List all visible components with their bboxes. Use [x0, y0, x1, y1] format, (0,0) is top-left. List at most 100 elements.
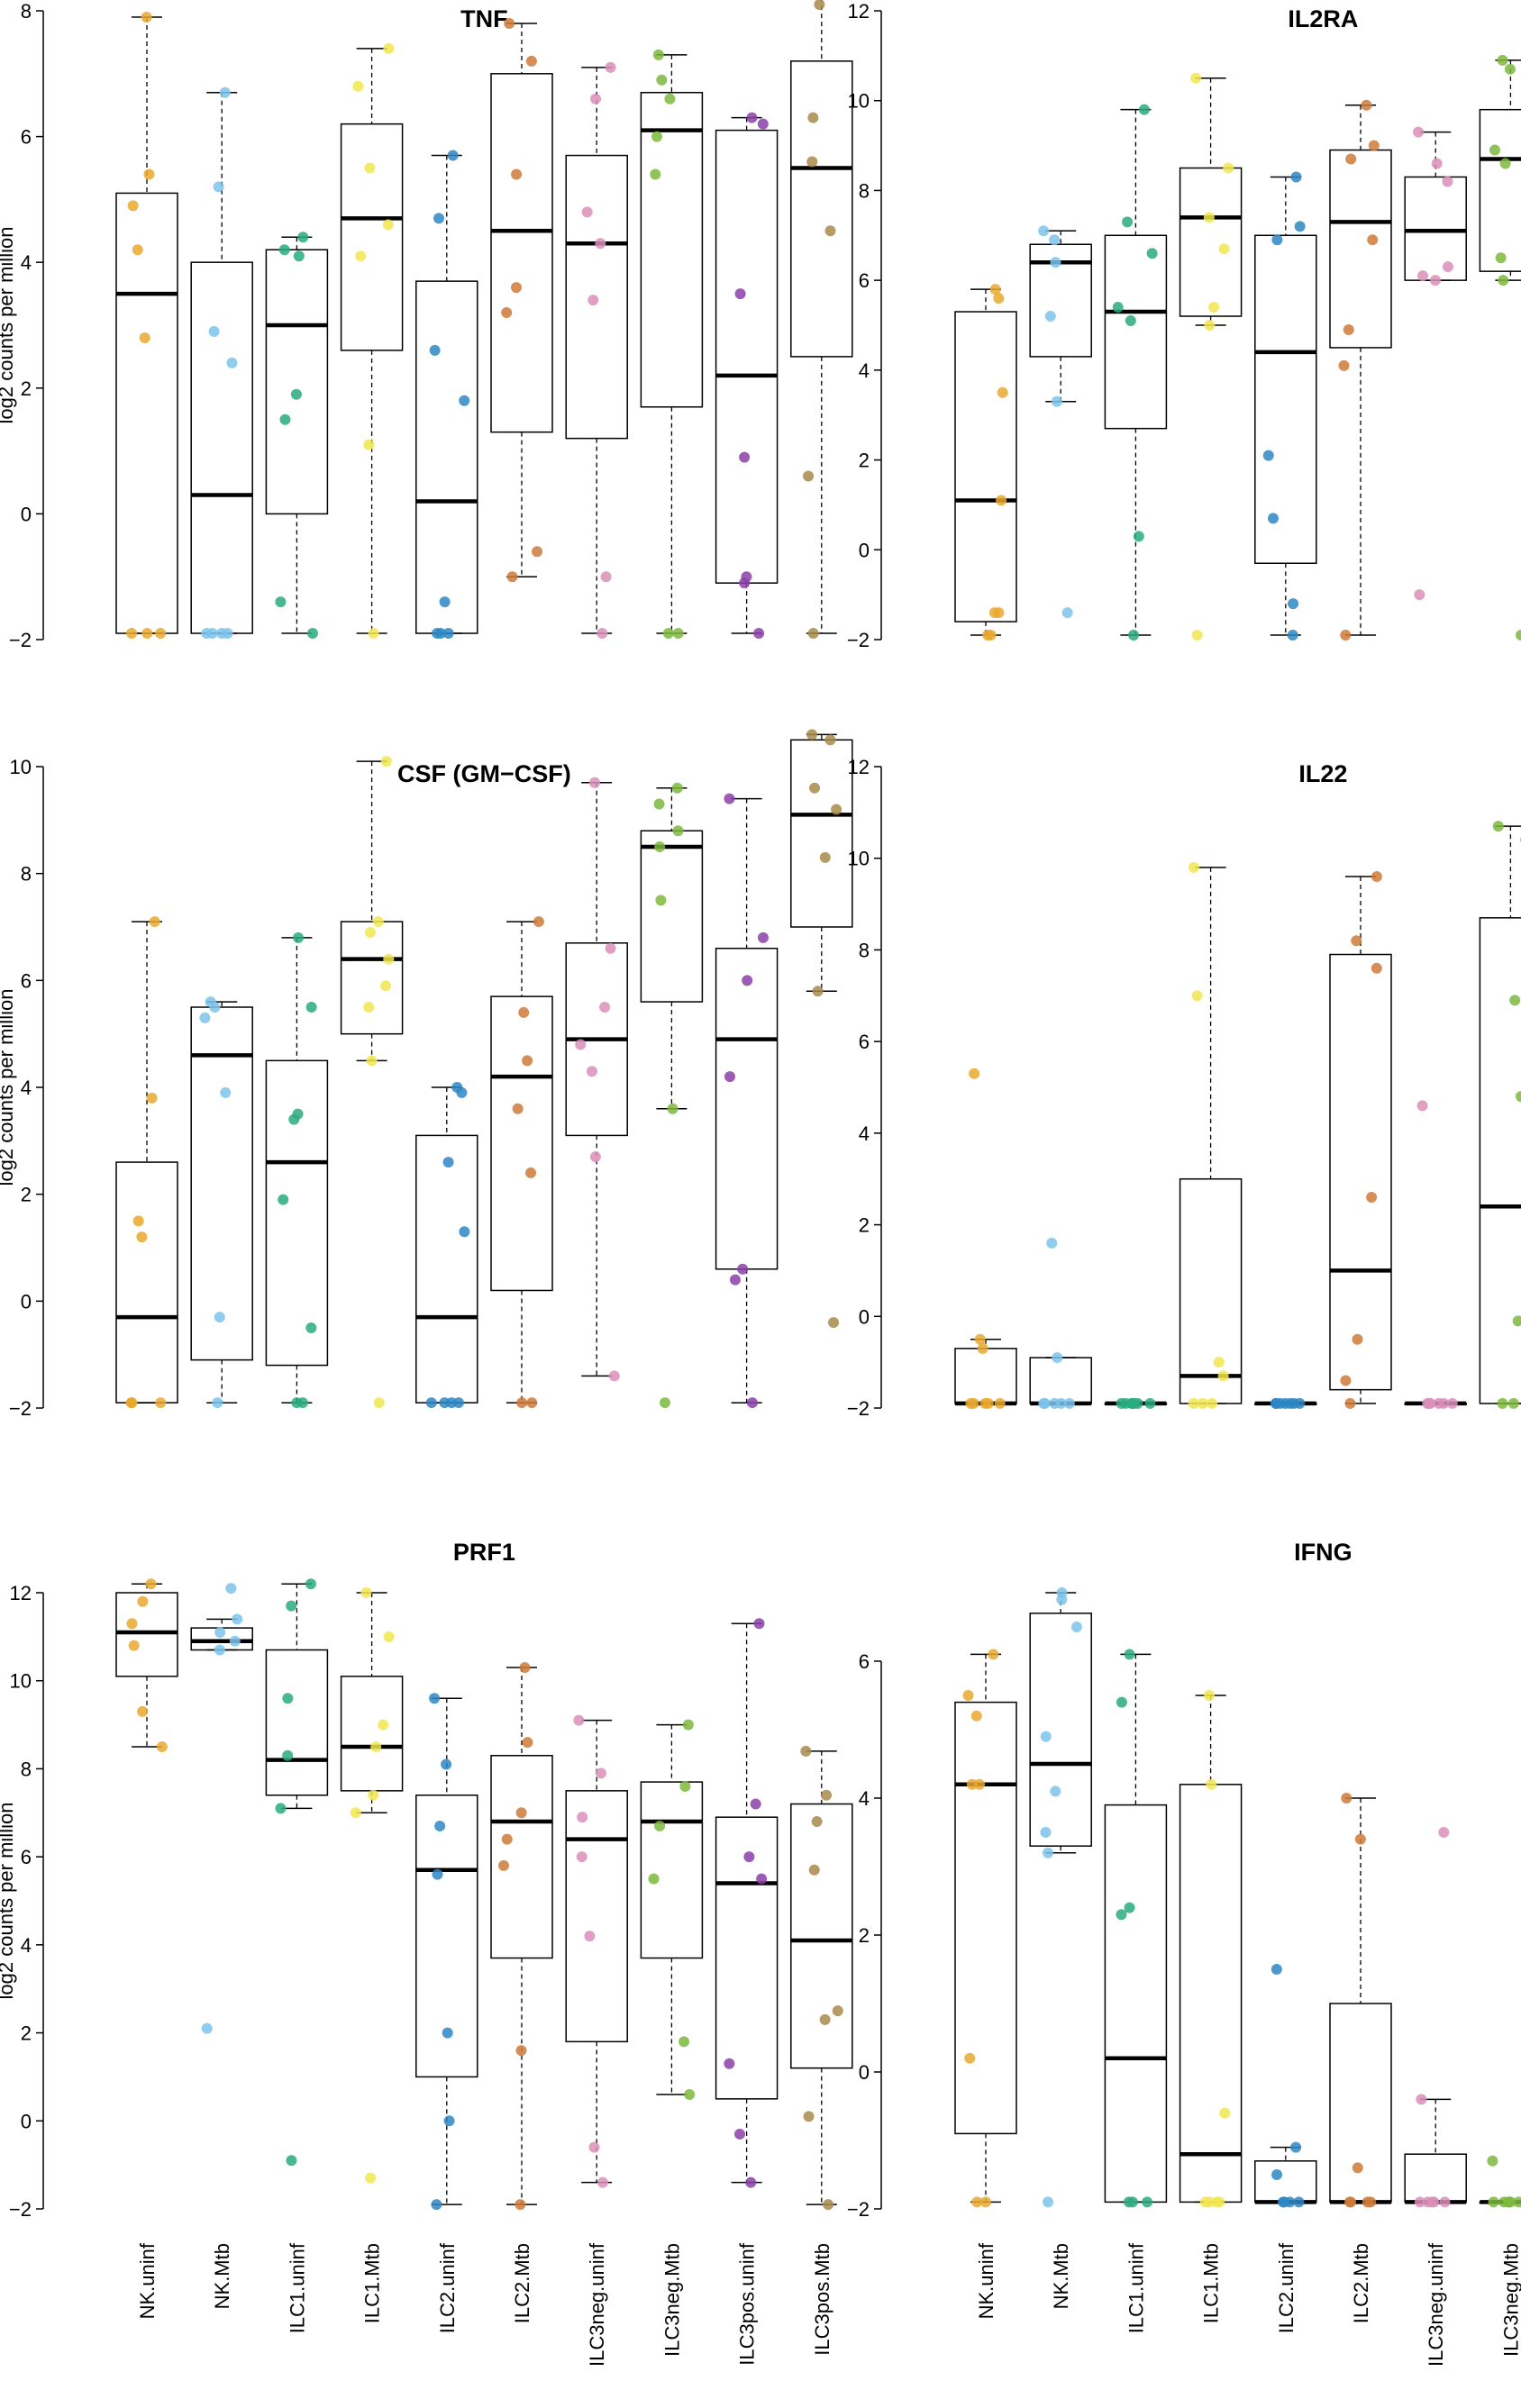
y-tick-label: 10 — [10, 1670, 32, 1693]
data-point — [1422, 2196, 1434, 2208]
data-point — [746, 112, 758, 123]
y-tick-label: 6 — [21, 1846, 32, 1868]
data-point — [988, 1649, 999, 1660]
data-point — [1049, 1397, 1061, 1409]
data-point — [208, 325, 220, 337]
data-point — [360, 1587, 372, 1598]
box-ILC2.Mtb — [490, 916, 553, 1409]
box-iqr — [565, 1790, 628, 2043]
box-iqr — [340, 123, 404, 351]
data-point — [584, 1931, 596, 1942]
data-point — [1438, 1827, 1450, 1838]
box-iqr — [640, 830, 704, 1003]
data-point — [1040, 1731, 1052, 1742]
data-point — [1351, 935, 1362, 947]
data-point — [1498, 275, 1509, 286]
data-point — [1116, 1696, 1127, 1708]
box-ILC1.uninf — [265, 232, 329, 640]
y-tick-label: 4 — [859, 1787, 870, 1810]
data-point — [1354, 1833, 1366, 1845]
data-point — [648, 1873, 660, 1885]
data-point — [442, 628, 454, 640]
y-tick-label: 4 — [21, 1077, 32, 1099]
data-point — [1424, 1397, 1435, 1409]
box-ILC2.Mtb — [1329, 871, 1392, 1409]
data-point — [533, 916, 544, 928]
data-point — [806, 156, 818, 168]
data-point — [1043, 2196, 1054, 2208]
data-point — [132, 244, 143, 256]
box-iqr — [565, 154, 628, 440]
data-point — [996, 495, 1007, 506]
y-tick-label: −2 — [847, 2198, 870, 2221]
data-point — [137, 1595, 149, 1607]
x-category-label: NK.uninf — [136, 2242, 159, 2319]
data-point — [459, 395, 470, 406]
data-point — [429, 1693, 441, 1704]
data-point — [498, 1859, 510, 1871]
data-point — [1191, 990, 1203, 1002]
box-ILC3pos.Mtb — [790, 729, 853, 1329]
data-point — [1112, 302, 1124, 313]
data-point — [595, 1767, 606, 1779]
data-point — [128, 1640, 140, 1651]
box-ILC1.uninf — [1104, 104, 1168, 641]
data-point — [278, 244, 290, 256]
data-point — [305, 1002, 317, 1013]
data-point — [1213, 1357, 1225, 1368]
data-point — [1116, 1909, 1127, 1921]
box-ILC2.uninf — [415, 150, 478, 640]
box-iqr — [1479, 917, 1521, 1404]
data-point — [684, 2088, 696, 2100]
data-point — [278, 1194, 289, 1205]
data-point — [1446, 1397, 1458, 1409]
data-point — [1414, 589, 1425, 601]
data-point — [1040, 1827, 1052, 1838]
data-point — [511, 282, 523, 294]
box-iqr — [190, 1006, 253, 1361]
box-NK.uninf — [115, 11, 178, 640]
box-iqr — [115, 1592, 178, 1677]
y-tick-label: 4 — [859, 1122, 870, 1145]
box-ILC3neg.Mtb — [1479, 821, 1521, 1409]
data-point — [819, 2013, 831, 2025]
data-point — [968, 1397, 979, 1409]
data-point — [650, 168, 661, 180]
data-point — [739, 577, 751, 589]
x-category-label: ILC3neg.uninf — [586, 2242, 608, 2367]
box-ILC1.Mtb — [1179, 861, 1243, 1409]
panel-tnf: TNF −2 0 2 4 6 8 log2 counts per million — [0, 0, 853, 651]
data-point — [814, 0, 825, 11]
box-iqr — [340, 1676, 404, 1792]
y-tick-label: −2 — [9, 2198, 32, 2221]
data-point — [363, 439, 375, 450]
data-point — [372, 916, 384, 928]
data-point — [1497, 54, 1508, 66]
box-NK.Mtb — [1029, 1587, 1092, 2208]
data-point — [1504, 63, 1516, 75]
data-point — [126, 628, 138, 640]
data-point — [290, 388, 302, 400]
data-point — [982, 630, 994, 641]
box-iqr — [715, 1816, 779, 2100]
y-axis-label: log2 counts per million — [0, 1803, 17, 2000]
box-ILC2.Mtb — [1329, 1793, 1392, 2208]
box-ILC3neg.uninf — [565, 1714, 628, 2188]
data-point — [1142, 2196, 1153, 2208]
data-point — [605, 942, 616, 954]
data-point — [575, 1039, 587, 1050]
data-point — [1046, 1237, 1058, 1249]
data-point — [655, 895, 667, 906]
data-point — [293, 250, 305, 262]
box-iqr — [715, 129, 779, 584]
data-point — [136, 1231, 148, 1243]
data-point — [1207, 1397, 1218, 1409]
box-ILC2.uninf — [415, 1693, 478, 2211]
data-point — [137, 1705, 149, 1717]
box-iqr — [1179, 1177, 1243, 1404]
box-ILC3neg.uninf — [565, 61, 628, 640]
data-point — [156, 1741, 168, 1752]
y-tick-label: 2 — [859, 1924, 870, 1947]
data-point — [1416, 1100, 1428, 1112]
data-point — [434, 1820, 446, 1831]
